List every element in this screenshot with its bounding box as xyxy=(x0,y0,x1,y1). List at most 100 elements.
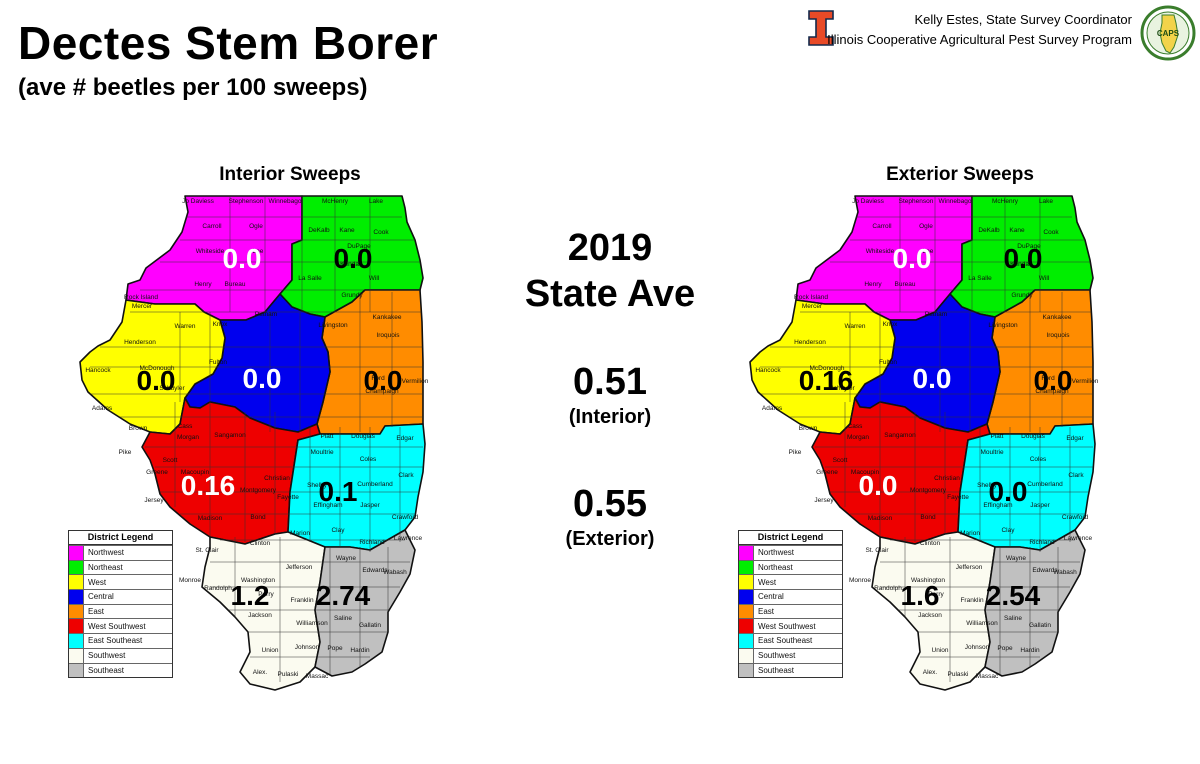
legend-swatch xyxy=(739,634,754,648)
county-label-christian: Christian xyxy=(934,475,960,482)
county-label-wayne: Wayne xyxy=(1006,555,1026,562)
legend-item: West xyxy=(69,574,172,590)
county-label-johnson: Johnson xyxy=(295,644,320,651)
county-label-wayne: Wayne xyxy=(336,555,356,562)
county-label-ford: Ford xyxy=(1041,375,1055,382)
county-label-cumberland: Cumberland xyxy=(1027,481,1063,488)
county-label-lee: Lee xyxy=(253,248,264,255)
county-label-vermilion: Vermilion xyxy=(402,378,429,385)
year-label: 2019 xyxy=(567,227,653,269)
map-title: Interior Sweeps xyxy=(219,164,361,185)
county-label-shelby: Shelby xyxy=(977,482,998,489)
county-label-macoupin: Macoupin xyxy=(181,469,210,476)
page-subtitle: (ave # beetles per 100 sweeps) xyxy=(18,74,368,101)
county-label-jackson: Jackson xyxy=(248,612,272,619)
county-label-kankakee: Kankakee xyxy=(373,314,402,321)
county-label-dupage: DuPage xyxy=(347,243,371,250)
legend-label: West Southwest xyxy=(758,621,816,631)
district-southeast xyxy=(984,529,1086,677)
county-label-moultrie: Moultrie xyxy=(310,449,334,456)
legend-item: Southwest xyxy=(739,647,842,663)
county-label-iroquois: Iroquois xyxy=(376,332,400,339)
county-label-cumberland: Cumberland xyxy=(357,481,393,488)
legend-label: Southwest xyxy=(758,651,796,661)
district-value-southeast: 2.54 xyxy=(985,580,1041,611)
county-label-jefferson: Jefferson xyxy=(286,564,313,571)
county-label-iroquois: Iroquois xyxy=(1046,332,1070,339)
county-label-clay: Clay xyxy=(331,527,345,534)
county-label-jersey: Jersey xyxy=(144,497,164,504)
legend-swatch xyxy=(739,604,754,619)
legend-title: District Legend xyxy=(739,531,842,545)
county-label-franklin: Franklin xyxy=(290,597,314,604)
legend-label: West Southwest xyxy=(88,621,146,631)
county-label-schuyler: Schuyler xyxy=(829,385,855,392)
legend-swatch xyxy=(739,648,754,663)
legend-item: Northwest xyxy=(739,545,842,560)
district-value-central: 0.0 xyxy=(242,363,282,394)
county-label-perry: Perry xyxy=(928,591,944,598)
county-label-coles: Coles xyxy=(360,456,377,463)
legend-label: Central xyxy=(88,592,114,602)
county-label-pike: Pike xyxy=(789,449,802,456)
district-value-west-southwest: 0.16 xyxy=(180,470,236,501)
legend-label: Northwest xyxy=(88,548,125,558)
county-label-effingham: Effingham xyxy=(313,502,342,509)
district-east-southeast xyxy=(287,423,426,551)
page-title: Dectes Stem Borer xyxy=(18,17,439,69)
county-label-clay: Clay xyxy=(1001,527,1015,534)
legend-item: East xyxy=(739,603,842,619)
county-label-jasper: Jasper xyxy=(360,502,380,509)
county-label-ogle: Ogle xyxy=(919,223,933,230)
exterior-sweeps-map: Exterior Sweeps Jo Daviess Stephenson Winn… xyxy=(738,162,1100,722)
county-label-douglas: Douglas xyxy=(351,433,376,440)
county-label-livingston: Livingston xyxy=(318,322,348,329)
legend-swatch xyxy=(69,575,84,590)
county-label-mercer: Mercer xyxy=(132,303,153,310)
county-label-massac: Massac xyxy=(976,673,999,680)
district-southwest xyxy=(871,531,996,691)
county-label-macoupin: Macoupin xyxy=(851,469,880,476)
legend-item: Northeast xyxy=(739,559,842,575)
district-value-west-southwest: 0.0 xyxy=(858,470,898,501)
county-label-randolph: Randolph xyxy=(874,585,902,592)
legend-title: District Legend xyxy=(69,531,172,545)
county-label-mchenry: McHenry xyxy=(322,198,349,205)
district-southwest xyxy=(201,531,326,691)
legend-label: Northeast xyxy=(88,563,123,573)
legend-swatch xyxy=(69,634,84,648)
legend-item: West Southwest xyxy=(69,618,172,634)
district-value-central: 0.0 xyxy=(912,363,952,394)
county-label-union: Union xyxy=(932,647,949,654)
county-label-pike: Pike xyxy=(119,449,132,456)
interior-average: 0.51 (Interior) xyxy=(490,360,730,430)
legend-swatch xyxy=(69,546,84,560)
county-label-adams: Adams xyxy=(92,405,113,412)
county-label-cook: Cook xyxy=(373,229,389,236)
county-label-washington: Washington xyxy=(241,577,275,584)
legend-swatch xyxy=(69,648,84,663)
legend-swatch xyxy=(739,590,754,604)
county-label-clark: Clark xyxy=(1068,472,1084,479)
county-label-adams: Adams xyxy=(762,405,783,412)
credit-program: Illinois Cooperative Agricultural Pest S… xyxy=(827,32,1132,47)
caps-logo: CAPS xyxy=(1140,5,1196,66)
map-title: Exterior Sweeps xyxy=(886,164,1034,185)
legend-swatch xyxy=(739,663,754,678)
legend-swatch xyxy=(69,560,84,575)
legend-swatch xyxy=(69,604,84,619)
county-label-putnam: Putnam xyxy=(925,311,947,318)
district-legend: District Legend Northwest Northeast West Cen… xyxy=(68,530,173,679)
county-label-grundy: Grundy xyxy=(341,292,363,299)
county-label-mchenry: McHenry xyxy=(992,198,1019,205)
county-label-douglas: Douglas xyxy=(1021,433,1046,440)
legend-label: West xyxy=(88,577,107,587)
county-label-jasper: Jasper xyxy=(1030,502,1050,509)
county-label-richland: Richland xyxy=(1029,539,1055,546)
legend-item: Northeast xyxy=(69,559,172,575)
county-label-massac: Massac xyxy=(306,673,329,680)
county-label-edgar: Edgar xyxy=(1066,435,1084,442)
district-value-northwest: 0.0 xyxy=(892,243,932,274)
county-label-cass: Cass xyxy=(848,423,864,430)
county-label-knox: Knox xyxy=(213,321,229,328)
